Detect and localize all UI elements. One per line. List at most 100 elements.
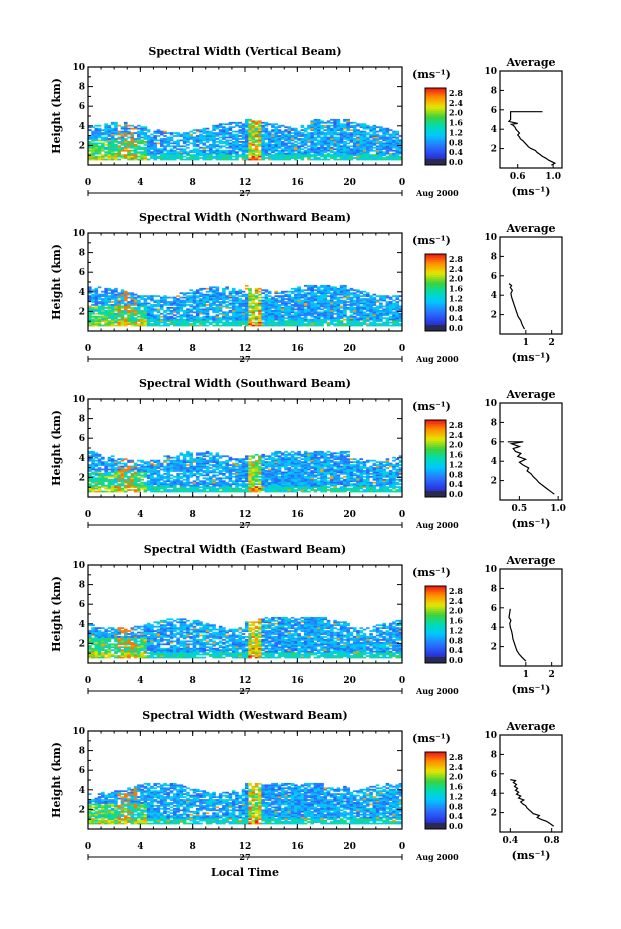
heatmap-cell (375, 320, 380, 322)
heatmap-cell (120, 132, 125, 134)
heatmap-cell (209, 453, 213, 456)
heatmap-cell (326, 124, 331, 127)
heatmap-cell (182, 462, 187, 465)
heatmap-cell (159, 474, 164, 477)
heatmap-cell (359, 292, 364, 295)
heatmap-cell (277, 151, 282, 154)
heatmap-cell (264, 154, 269, 156)
heatmap-cell (91, 462, 95, 465)
heatmap-cell (352, 315, 357, 318)
heatmap-cell (267, 143, 272, 146)
heatmap-cell (117, 133, 122, 136)
heatmap-cell (382, 145, 386, 148)
heatmap-cell (176, 462, 180, 465)
heatmap-cell (261, 154, 265, 156)
heatmap-cell (366, 295, 370, 297)
heatmap-cell (258, 151, 262, 154)
heatmap-cell (107, 154, 112, 156)
heatmap-cell (372, 315, 377, 318)
heatmap-cell (123, 468, 128, 471)
heatmap-cell (101, 138, 105, 140)
heatmap-cell (398, 312, 403, 315)
heatmap-cell (101, 154, 105, 156)
heatmap-cell (110, 301, 115, 303)
heatmap-cell (195, 309, 200, 312)
heatmap-cell (202, 481, 207, 484)
heatmap-cell (300, 126, 305, 129)
heatmap-cell (101, 314, 105, 317)
heatmap-cell (107, 289, 112, 292)
heatmap-cell (251, 139, 256, 142)
heatmap-cell (120, 483, 125, 486)
heatmap-cell (343, 154, 347, 156)
heatmap-cell (225, 129, 229, 131)
heatmap-cell (215, 124, 220, 127)
heatmap-cell (189, 155, 193, 158)
colorbar-segment (425, 159, 446, 165)
heatmap-cell (130, 136, 135, 139)
heatmap-cell (146, 468, 151, 471)
heatmap-cell (245, 317, 249, 320)
heatmap-cell (173, 151, 177, 154)
heatmap-cell (137, 302, 141, 305)
heatmap-cell (316, 299, 321, 302)
heatmap-cell (117, 478, 122, 481)
heatmap-cell (192, 467, 197, 469)
heatmap-cell (176, 139, 180, 142)
heatmap-cell (110, 318, 115, 321)
heatmap-cell (123, 124, 128, 127)
heatmap-cell (330, 121, 334, 124)
heatmap-cell (156, 302, 161, 305)
heatmap-cell (261, 302, 265, 305)
heatmap-cell (179, 486, 184, 488)
heatmap-cell (356, 317, 360, 320)
heatmap-cell (307, 293, 311, 296)
heatmap-cell (343, 305, 347, 308)
heatmap-cell (182, 311, 187, 314)
heatmap-cell (323, 299, 328, 302)
heatmap-cell (254, 321, 259, 324)
heatmap-cell (231, 305, 236, 308)
heatmap-cell (336, 123, 341, 126)
heatmap-cell (356, 132, 360, 134)
heatmap-cell (159, 477, 164, 480)
heatmap-cell (107, 295, 112, 297)
heatmap-cell (140, 305, 144, 308)
heatmap-cell (88, 129, 92, 131)
heatmap-cell (88, 157, 92, 159)
heatmap-cell (326, 323, 331, 325)
colorbar-unit: (ms⁻¹) (412, 234, 451, 247)
heatmap-cell (290, 311, 295, 314)
heatmap-cell (133, 298, 138, 300)
heatmap-cell (330, 321, 334, 324)
heatmap-cell (375, 305, 380, 308)
x-tick-label: 0 (399, 344, 405, 354)
heatmap-cell (277, 146, 282, 149)
heatmap-cell (277, 295, 282, 297)
heatmap-cell (388, 308, 393, 311)
heatmap-cell (202, 458, 207, 461)
heatmap-cell (258, 320, 262, 322)
heatmap-cell (218, 126, 223, 129)
heatmap-cell (94, 301, 99, 303)
heatmap-cell (320, 146, 324, 149)
heatmap-cell (310, 312, 314, 315)
heatmap-cell (323, 129, 328, 131)
heatmap-cell (163, 470, 167, 472)
heatmap-cell (169, 132, 174, 134)
heatmap-cell (101, 129, 105, 131)
heatmap-cell (388, 309, 393, 312)
heatmap-cell (114, 155, 118, 158)
heatmap-cell (110, 314, 115, 317)
heatmap-cell (186, 317, 190, 320)
heatmap-cell (114, 139, 118, 142)
heatmap-cell (130, 480, 135, 483)
heatmap-cell (333, 289, 337, 292)
heatmap-cell (192, 157, 197, 159)
heatmap-cell (231, 311, 236, 314)
heatmap-cell (280, 317, 285, 320)
heatmap-cell (320, 298, 324, 300)
heatmap-cell (294, 132, 298, 134)
heatmap-cell (88, 483, 92, 486)
heatmap-cell (156, 155, 161, 158)
